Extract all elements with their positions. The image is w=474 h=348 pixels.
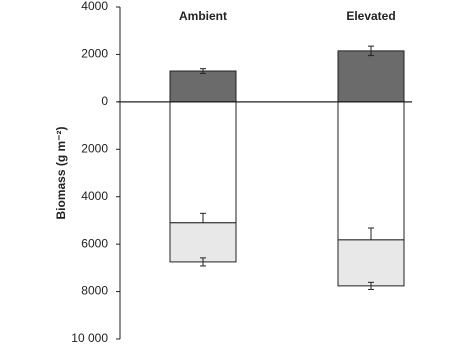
error-bar [200, 257, 206, 267]
y-tick-label: 2000 [81, 141, 108, 155]
y-tick-label: 4000 [81, 0, 108, 13]
y-tick-label: 2000 [81, 47, 108, 61]
y-axis-label: Biomass (g m⁻²) [54, 126, 68, 219]
error-bar [368, 281, 374, 290]
category-label: Ambient [179, 9, 227, 23]
bar-segment [169, 222, 237, 263]
bar-segment [169, 70, 237, 103]
y-tick-label: 8000 [81, 284, 108, 298]
error-bar [368, 45, 374, 57]
y-tick-label: 4000 [81, 189, 108, 203]
y-tick-label: 10 000 [71, 331, 108, 345]
y-tick-label: 0 [101, 94, 108, 108]
bar-segment [337, 50, 405, 103]
category-label: Elevated [346, 9, 395, 23]
y-tick-label: 6000 [81, 236, 108, 250]
bar-segment [337, 239, 405, 287]
bar-segment [169, 101, 237, 224]
bar-segment [337, 101, 405, 241]
error-bar [200, 68, 206, 74]
